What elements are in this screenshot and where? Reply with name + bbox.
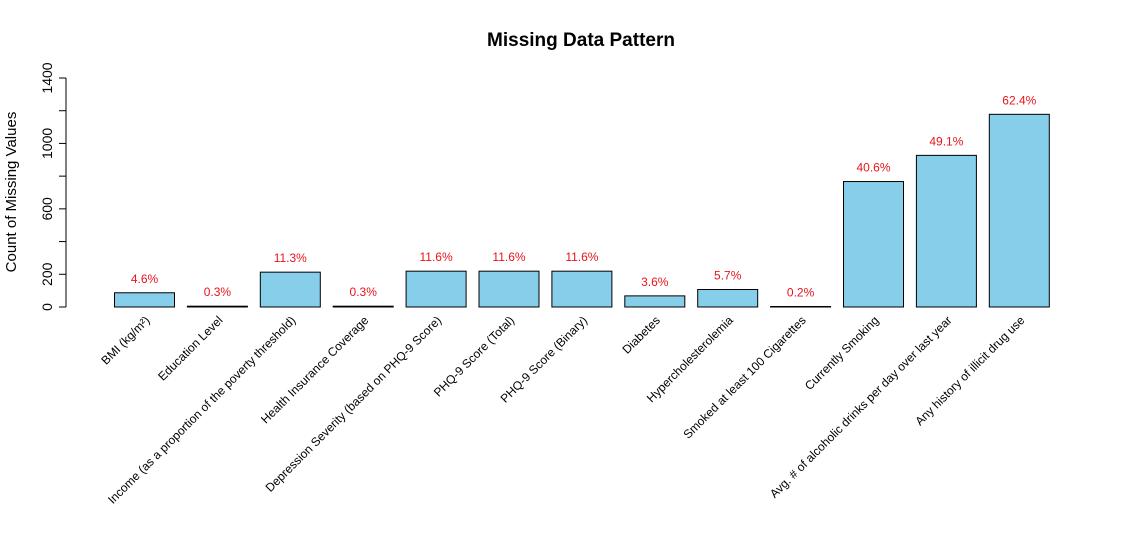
bar [843,181,904,308]
bar-value-label: 11.6% [420,250,453,264]
bar-value-label: 11.3% [274,251,307,265]
x-tick-label: Smoked at least 100 Cigarettes [680,313,808,441]
y-tick-label: 1000 [39,128,55,159]
bar [624,295,686,308]
x-tick-label: Currently Smoking [802,313,882,393]
bar [405,270,467,308]
bar-value-label: 40.6% [856,161,890,175]
y-tick-label: 1400 [39,62,55,93]
bar-value-label: 49.1% [929,134,963,148]
y-axis: 0 200 600 1000 1400 [39,62,67,311]
x-tick-label: PHQ-9 Score (Total) [431,313,517,399]
bar-value-label: 4.6% [131,272,159,286]
bar [259,271,321,308]
y-tick-label: 600 [39,197,55,221]
bar [332,305,394,308]
bar [770,306,832,308]
bar [114,292,175,308]
x-tick-label: Education Level [155,313,225,383]
bar [697,288,759,308]
y-tick-label: 0 [39,303,55,311]
bar-value-label: 0.3% [350,285,378,299]
bars [114,113,1050,308]
bar-value-labels: 4.6% 0.3% 11.3% 0.3% 11.6% 11.6% 11.6% 3.6% 5.7%… [131,93,1037,299]
chart-title: Missing Data Pattern [487,30,675,51]
bar [478,270,540,308]
bar [988,113,1050,308]
y-axis-label: Count of Missing Values [3,112,20,273]
bar-value-label: 11.6% [565,250,598,264]
x-tick-label: Diabetes [620,313,663,356]
bar-value-label: 0.2% [787,286,815,300]
bar-value-label: 5.7% [714,268,742,282]
bar [915,154,977,308]
bar [186,305,248,308]
bar [551,270,613,308]
bar-value-label: 0.3% [204,285,232,299]
y-tick-label: 200 [39,262,55,286]
bar-value-label: 3.6% [641,275,669,289]
bar-value-label: 11.6% [492,250,525,264]
bar-value-label: 62.4% [1002,93,1036,107]
x-tick-label: BMI (kg/m²) [98,313,152,367]
